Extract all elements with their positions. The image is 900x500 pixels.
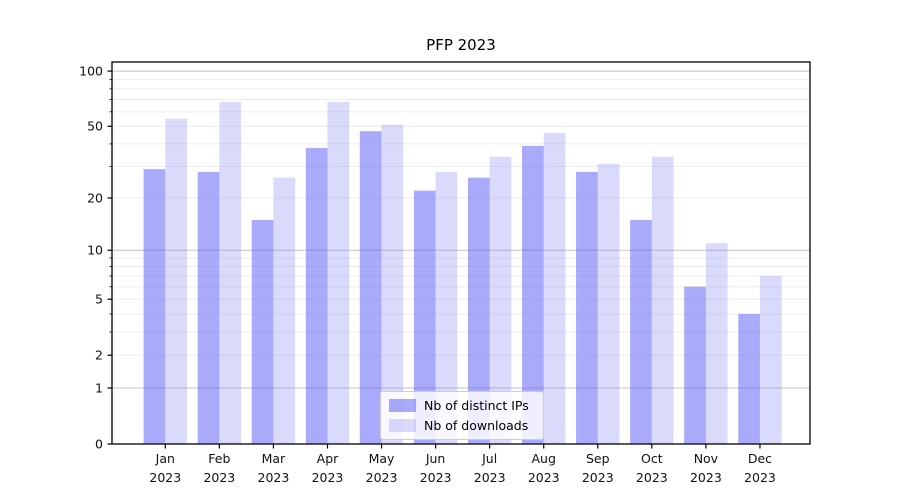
bar-downloads-oct [651,156,674,444]
bar-distinct-ips-apr [305,147,328,444]
bar-downloads-apr [327,101,350,444]
x-tick-label: Oct 2023 [636,451,668,485]
bar-downloads-jun [435,171,458,445]
x-tick-label: Jan 2023 [149,451,181,485]
bar-downloads-may [381,124,404,444]
bar-distinct-ips-jul [467,177,490,445]
legend-swatch-downloads [389,419,416,432]
bar-distinct-ips-jan [143,169,166,445]
x-tick-label: Jul 2023 [474,451,506,485]
y-tick-label: 0 [95,436,103,451]
bar-distinct-ips-dec [738,313,760,444]
x-tick-label: Aug 2023 [528,451,560,485]
bar-distinct-ips-mar [251,219,274,444]
bar-downloads-sep [597,163,620,444]
y-tick-label: 5 [95,292,103,307]
chart-title: PFP 2023 [426,36,496,54]
x-tick-label: Jun 2023 [420,451,452,485]
bar-distinct-ips-feb [197,171,220,445]
legend: Nb of distinct IPs Nb of downloads [380,391,544,440]
y-tick-label: 100 [79,63,103,78]
y-tick-label: 50 [87,119,103,134]
bar-distinct-ips-sep [576,171,598,445]
x-tick-label: May 2023 [366,451,398,485]
y-tick-label: 1 [95,380,103,395]
bar-distinct-ips-may [359,131,382,444]
x-tick-label: Dec 2023 [744,451,776,485]
y-tick-label: 2 [95,348,103,363]
bar-distinct-ips-nov [684,286,706,444]
x-tick-label: Sep 2023 [582,451,614,485]
bar-downloads-mar [273,177,296,445]
bar-downloads-jul [489,156,512,444]
x-tick-label: Apr 2023 [312,451,344,485]
legend-item-distinct-ips: Nb of distinct IPs [389,398,534,413]
bar-downloads-nov [705,243,728,444]
x-tick-label: Feb 2023 [203,451,235,485]
bar-downloads-jan [165,118,187,444]
bar-downloads-feb [219,101,242,444]
x-tick-label: Mar 2023 [258,451,290,485]
legend-label-distinct-ips: Nb of distinct IPs [424,398,529,413]
bar-distinct-ips-oct [630,219,652,444]
legend-swatch-distinct-ips [389,399,416,412]
bar-downloads-dec [759,275,782,444]
legend-label-downloads: Nb of downloads [424,418,529,433]
legend-item-downloads: Nb of downloads [389,418,534,433]
y-tick-label: 20 [87,190,103,205]
y-tick-label: 10 [87,243,103,258]
bar-distinct-ips-jun [413,190,436,444]
bar-distinct-ips-aug [522,145,544,444]
axes-frame [111,61,811,445]
bar-downloads-aug [543,132,566,444]
x-tick-label: Nov 2023 [690,451,722,485]
